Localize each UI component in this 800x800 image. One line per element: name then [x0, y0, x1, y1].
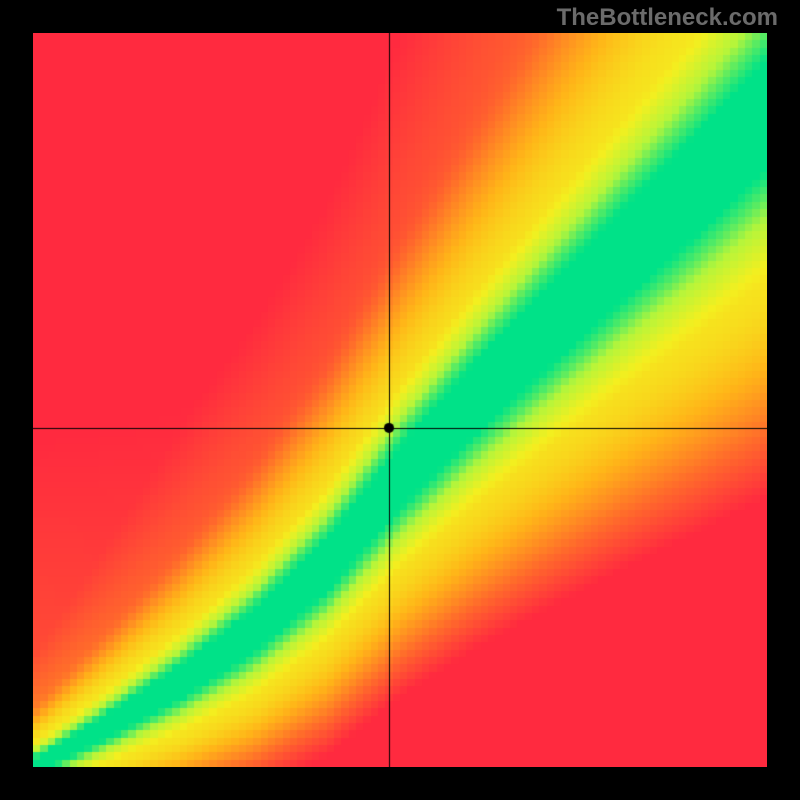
- watermark-text: TheBottleneck.com: [557, 4, 778, 32]
- bottleneck-heatmap: [33, 33, 767, 767]
- figure-root: TheBottleneck.com: [0, 0, 800, 800]
